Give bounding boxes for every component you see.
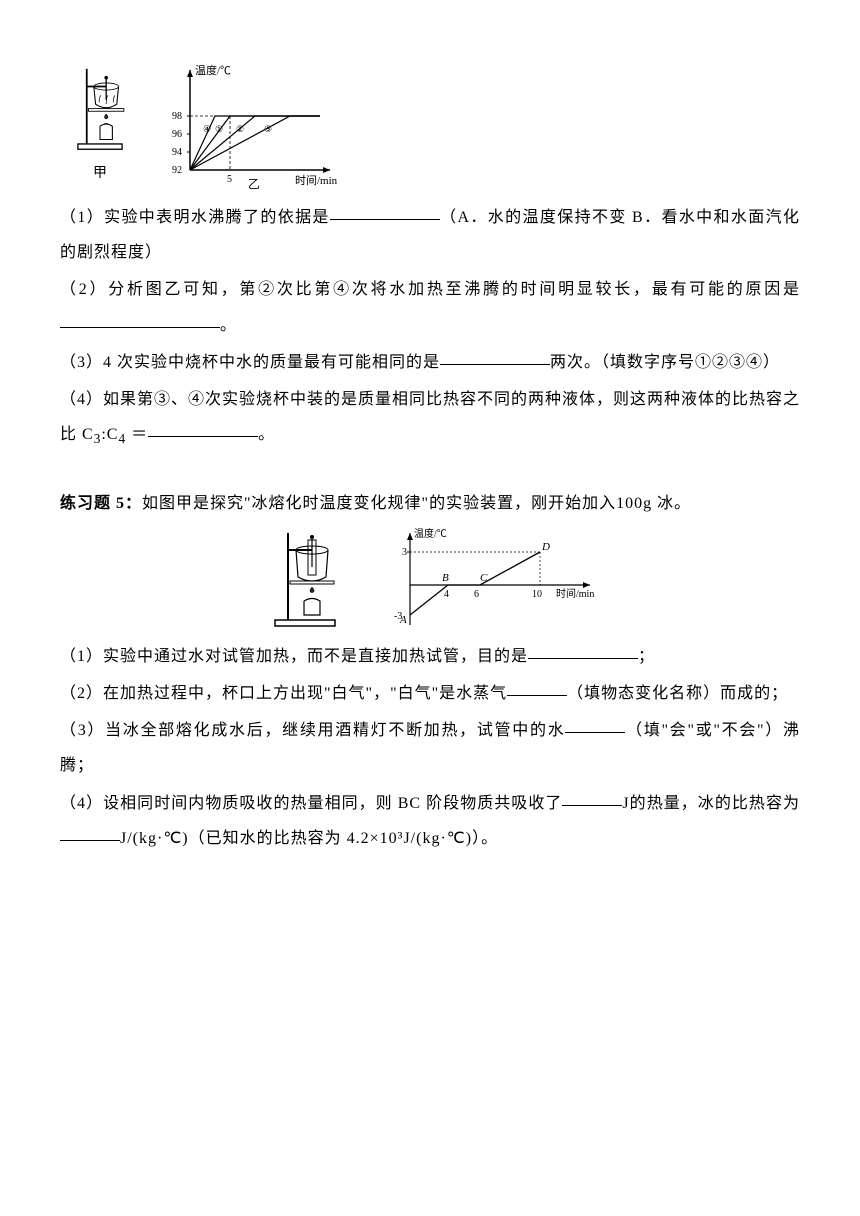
svg-text:D: D <box>541 541 550 553</box>
q1-blank[interactable] <box>330 204 440 220</box>
p5-question-2: （2）在加热过程中，杯口上方出现"白气"，"白气"是水蒸气 （填物态变化名称）而成… <box>60 676 800 711</box>
q4-mid: :C <box>101 426 118 443</box>
y-axis-label-1: 温度/℃ <box>195 63 231 77</box>
svg-text:4: 4 <box>444 589 449 600</box>
q4-blank[interactable] <box>148 421 258 437</box>
svg-text:④: ④ <box>203 124 211 134</box>
question-4: （4）如果第③、④次实验烧杯中装的是质量相同比热容不同的两种液体，则这两种液体的… <box>60 382 800 454</box>
p5q2-stem-a: （2）在加热过程中，杯口上方出现"白气"，"白气"是水蒸气 <box>60 685 507 702</box>
p5-question-1: （1）实验中通过水对试管加热，而不是直接加热试管，目的是 ； <box>60 639 800 674</box>
q2-blank[interactable] <box>60 312 220 328</box>
q4-eq: ＝ <box>126 426 148 443</box>
q3-blank[interactable] <box>440 349 550 365</box>
p5q3-blank[interactable] <box>565 717 625 733</box>
p5q2-stem-b: （填物态变化名称）而成的； <box>567 685 788 702</box>
svg-text:98: 98 <box>172 111 182 122</box>
chart-1-label: 乙 <box>248 177 260 190</box>
chart-svg-1: 温度/℃ 时间/min 92 94 96 98 5 ④ ① ② ③ 乙 <box>160 60 340 190</box>
svg-text:92: 92 <box>172 165 182 176</box>
p5q4-blank-1[interactable] <box>562 790 622 806</box>
svg-text:10: 10 <box>532 589 542 600</box>
question-1: （1）实验中表明水沸腾了的依据是（A．水的温度保持不变 B．看水中和水面汽化的剧… <box>60 200 800 270</box>
p5-question-4: （4）设相同时间内物质吸收的热量相同，则 BC 阶段物质共吸收了 J的热量，冰的比… <box>60 786 800 856</box>
p5q2-blank[interactable] <box>507 680 567 696</box>
svg-text:5: 5 <box>227 174 232 185</box>
p5q4-stem-c: J/(kg·℃)（已知水的比热容为 4.2×10³J/(kg·℃)）。 <box>120 830 498 847</box>
q4-sub2: 4 <box>118 431 126 446</box>
apparatus-2 <box>260 525 350 635</box>
p5-label: 练习题 5： <box>60 495 142 512</box>
x-axis-label-2: 时间/min <box>556 587 594 600</box>
q4-tail: 。 <box>258 426 275 443</box>
svg-text:③: ③ <box>264 124 272 134</box>
question-2: （2）分析图乙可知，第②次比第④次将水加热至沸腾的时间明显较长，最有可能的原因是… <box>60 272 800 342</box>
x-axis-label-1: 时间/min <box>295 174 338 187</box>
figure-2-row: 温度/℃ 时间/min 3 -3 4 6 10 A B C D <box>60 525 800 635</box>
svg-text:C: C <box>480 572 488 584</box>
y-axis-label-2: 温度/℃ <box>414 527 447 540</box>
svg-text:3: 3 <box>402 547 407 558</box>
p5q1-tail: ； <box>638 648 655 665</box>
practice-5-intro: 练习题 5：如图甲是探究"冰熔化时温度变化规律"的实验装置，刚开始加入100g … <box>60 486 800 521</box>
chart-svg-2: 温度/℃ 时间/min 3 -3 4 6 10 A B C D <box>380 525 600 635</box>
p5q1-blank[interactable] <box>528 643 638 659</box>
q3-stem-a: （3）4 次实验中烧杯中水的质量最有可能相同的是 <box>60 354 440 371</box>
p5q1-stem: （1）实验中通过水对试管加热，而不是直接加热试管，目的是 <box>60 648 528 665</box>
q2-tail: 。 <box>220 317 237 334</box>
svg-text:B: B <box>442 572 449 584</box>
question-3: （3）4 次实验中烧杯中水的质量最有可能相同的是 两次。（填数字序号①②③④） <box>60 345 800 380</box>
svg-text:①: ① <box>215 124 223 134</box>
p5q3-stem-a: （3）当冰全部熔化成水后，继续用酒精灯不断加热，试管中的水 <box>60 722 565 739</box>
svg-text:A: A <box>399 614 407 626</box>
apparatus-1-label: 甲 <box>93 159 107 190</box>
apparatus-1: 甲 <box>60 60 140 190</box>
chart-1: 温度/℃ 时间/min 92 94 96 98 5 ④ ① ② ③ 乙 <box>160 60 340 190</box>
svg-text:96: 96 <box>172 129 182 140</box>
q3-stem-b: 两次。（填数字序号①②③④） <box>550 354 780 371</box>
apparatus-svg-2 <box>260 525 350 635</box>
q2-stem: （2）分析图乙可知，第②次比第④次将水加热至沸腾的时间明显较长，最有可能的原因是 <box>60 281 800 298</box>
svg-text:②: ② <box>236 124 244 134</box>
figure-1-row: 甲 温度/℃ 时间/min 92 94 96 98 5 ④ ① ② <box>60 60 800 190</box>
p5q4-stem-a: （4）设相同时间内物质吸收的热量相同，则 BC 阶段物质共吸收了 <box>60 795 562 812</box>
p5-question-3: （3）当冰全部熔化成水后，继续用酒精灯不断加热，试管中的水（填"会"或"不会"）… <box>60 713 800 783</box>
p5-intro-text: 如图甲是探究"冰熔化时温度变化规律"的实验装置，刚开始加入100g 冰。 <box>142 495 691 512</box>
chart-2: 温度/℃ 时间/min 3 -3 4 6 10 A B C D <box>380 525 600 635</box>
p5q4-stem-b: J的热量，冰的比热容为 <box>622 795 800 812</box>
q1-stem: （1）实验中表明水沸腾了的依据是 <box>60 209 330 226</box>
svg-text:94: 94 <box>172 147 182 158</box>
apparatus-svg-1 <box>65 60 135 157</box>
p5q4-blank-2[interactable] <box>60 825 120 841</box>
svg-text:6: 6 <box>474 589 479 600</box>
